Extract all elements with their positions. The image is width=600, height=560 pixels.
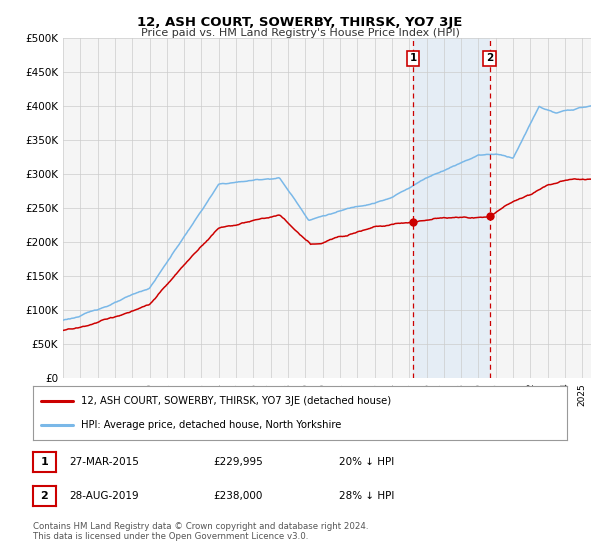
Text: Price paid vs. HM Land Registry's House Price Index (HPI): Price paid vs. HM Land Registry's House … [140, 28, 460, 38]
Text: Contains HM Land Registry data © Crown copyright and database right 2024.
This d: Contains HM Land Registry data © Crown c… [33, 522, 368, 542]
Text: £229,995: £229,995 [213, 457, 263, 467]
Text: 2: 2 [486, 53, 493, 63]
Text: 27-MAR-2015: 27-MAR-2015 [69, 457, 139, 467]
Text: 28-AUG-2019: 28-AUG-2019 [69, 491, 139, 501]
Text: 20% ↓ HPI: 20% ↓ HPI [339, 457, 394, 467]
Text: 1: 1 [410, 53, 417, 63]
Text: 2: 2 [41, 491, 48, 501]
Text: 1: 1 [41, 457, 48, 467]
Text: 12, ASH COURT, SOWERBY, THIRSK, YO7 3JE: 12, ASH COURT, SOWERBY, THIRSK, YO7 3JE [137, 16, 463, 29]
Text: 28% ↓ HPI: 28% ↓ HPI [339, 491, 394, 501]
Text: £238,000: £238,000 [213, 491, 262, 501]
Bar [413, 38, 490, 378]
Text: HPI: Average price, detached house, North Yorkshire: HPI: Average price, detached house, Nort… [81, 420, 341, 430]
Text: 12, ASH COURT, SOWERBY, THIRSK, YO7 3JE (detached house): 12, ASH COURT, SOWERBY, THIRSK, YO7 3JE … [81, 396, 391, 406]
